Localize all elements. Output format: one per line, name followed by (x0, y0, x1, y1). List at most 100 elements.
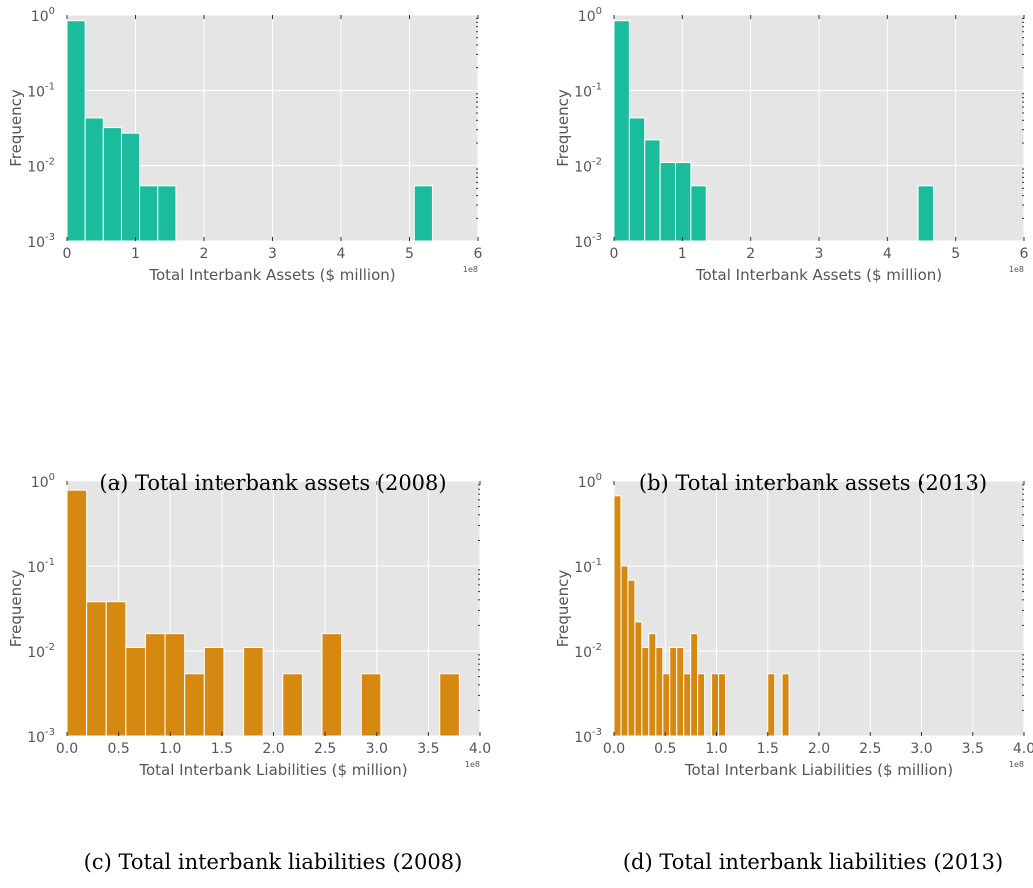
bar-b-3 (659, 162, 676, 242)
caption-a: (a) Total interbank assets (2008) (99, 471, 447, 495)
bar-c-10 (321, 633, 343, 737)
bar-d-15 (767, 673, 776, 737)
bar-c-7 (203, 646, 225, 737)
x-tick-label-c-8: 4.0 (469, 741, 491, 757)
x-tick-label-b-3: 3 (815, 246, 824, 262)
bar-a-3 (120, 132, 141, 242)
bar-d-12 (697, 673, 706, 737)
bar-d-5 (648, 633, 657, 737)
x-tick-label-b-6: 6 (1020, 246, 1029, 262)
x-tick-label-a-0: 0 (63, 246, 72, 262)
bar-b-4 (675, 162, 692, 242)
y-tick-label-b-3: 100 (578, 6, 602, 25)
y-tick-label-d-3: 100 (578, 472, 602, 491)
bar-c-12 (439, 673, 460, 737)
x-offset-text-a: 1e8 (463, 265, 478, 274)
x-offset-text-d: 1e8 (1009, 760, 1024, 769)
bar-d-7 (662, 673, 671, 737)
caption-d: (d) Total interbank liabilities (2013) (622, 850, 1004, 874)
y-tick-label-c-0: 10-3 (27, 727, 55, 746)
y-axis-label-c: Frequency (7, 570, 25, 648)
y-tick-label-c-2: 10-1 (27, 557, 55, 576)
bar-b-5 (690, 185, 707, 242)
x-tick-label-c-3: 1.5 (211, 741, 233, 757)
x-tick-label-d-5: 2.5 (859, 741, 881, 757)
bar-d-11 (690, 633, 699, 737)
x-axis-label-a: Total Interbank Assets ($ million) (148, 266, 395, 284)
x-tick-label-c-7: 3.5 (417, 741, 439, 757)
y-tick-label-c-1: 10-2 (27, 642, 55, 661)
x-tick-label-c-5: 2.5 (314, 741, 336, 757)
bar-d-13 (711, 673, 720, 737)
x-axis-label-b: Total Interbank Assets ($ million) (695, 266, 942, 284)
x-axis-label-d: Total Interbank Liabilities ($ million) (684, 761, 953, 779)
bar-c-6 (184, 673, 205, 737)
bar-c-4 (144, 633, 166, 737)
bar-a-4 (139, 185, 159, 242)
y-tick-label-d-1: 10-2 (574, 642, 602, 661)
bar-d-14 (718, 673, 727, 737)
x-tick-label-a-6: 6 (474, 246, 483, 262)
y-tick-label-a-2: 10-1 (27, 81, 55, 100)
x-tick-label-c-2: 1.0 (159, 741, 181, 757)
x-tick-label-d-4: 2.0 (808, 741, 830, 757)
x-tick-label-d-2: 1.0 (705, 741, 727, 757)
bar-b-0 (613, 20, 630, 242)
bar-d-4 (641, 646, 650, 737)
bar-d-8 (669, 646, 678, 737)
bar-d-9 (676, 646, 685, 737)
y-axis-label-a: Frequency (7, 89, 25, 167)
x-tick-label-a-2: 2 (200, 246, 209, 262)
x-tick-label-d-3: 1.5 (757, 741, 779, 757)
x-tick-label-d-8: 4.0 (1013, 741, 1033, 757)
x-tick-label-a-4: 4 (337, 246, 346, 262)
x-tick-label-d-0: 0.0 (603, 741, 625, 757)
bar-b-2 (644, 139, 661, 242)
bar-d-10 (683, 673, 692, 737)
caption-b: (b) Total interbank assets (2013) (638, 471, 988, 495)
y-axis-label-d: Frequency (554, 570, 572, 648)
x-tick-label-b-1: 1 (678, 246, 687, 262)
x-tick-label-b-4: 4 (883, 246, 892, 262)
y-tick-label-b-2: 10-1 (574, 81, 602, 100)
x-tick-label-b-0: 0 (610, 246, 619, 262)
x-tick-label-d-6: 3.0 (910, 741, 932, 757)
y-tick-label-a-0: 10-3 (27, 232, 55, 251)
y-tick-label-c-3: 100 (31, 472, 55, 491)
bar-a-5 (157, 185, 177, 242)
x-tick-label-b-2: 2 (746, 246, 755, 262)
caption-c: (c) Total interbank liabilities (2008) (83, 850, 463, 874)
x-axis-label-c: Total Interbank Liabilities ($ million) (138, 761, 407, 779)
bar-c-11 (360, 673, 382, 737)
bar-a-6 (413, 185, 433, 242)
bar-d-2 (627, 579, 636, 737)
x-tick-label-c-0: 0.0 (56, 741, 78, 757)
x-tick-label-d-1: 0.5 (654, 741, 676, 757)
y-tick-label-d-0: 10-3 (574, 727, 602, 746)
y-tick-label-b-0: 10-3 (574, 232, 602, 251)
bar-c-8 (243, 646, 264, 737)
bar-c-3 (125, 646, 146, 737)
x-offset-text-c: 1e8 (465, 760, 480, 769)
y-tick-label-a-3: 100 (31, 6, 55, 25)
bar-c-1 (86, 601, 107, 737)
bar-b-1 (628, 117, 646, 242)
y-tick-label-a-1: 10-2 (27, 157, 55, 176)
x-tick-label-a-1: 1 (131, 246, 140, 262)
bar-a-2 (102, 127, 122, 242)
bar-d-0 (613, 495, 622, 737)
bar-c-2 (105, 601, 127, 737)
x-tick-label-c-1: 0.5 (107, 741, 129, 757)
bar-c-9 (282, 673, 303, 737)
bar-a-0 (66, 20, 86, 242)
bar-c-5 (164, 633, 186, 737)
x-tick-label-c-6: 3.0 (366, 741, 388, 757)
y-tick-label-b-1: 10-2 (574, 157, 602, 176)
x-tick-label-a-5: 5 (405, 246, 414, 262)
x-tick-label-b-5: 5 (951, 246, 960, 262)
bar-d-6 (655, 646, 664, 737)
x-offset-text-b: 1e8 (1009, 265, 1024, 274)
y-axis-label-b: Frequency (554, 89, 572, 167)
